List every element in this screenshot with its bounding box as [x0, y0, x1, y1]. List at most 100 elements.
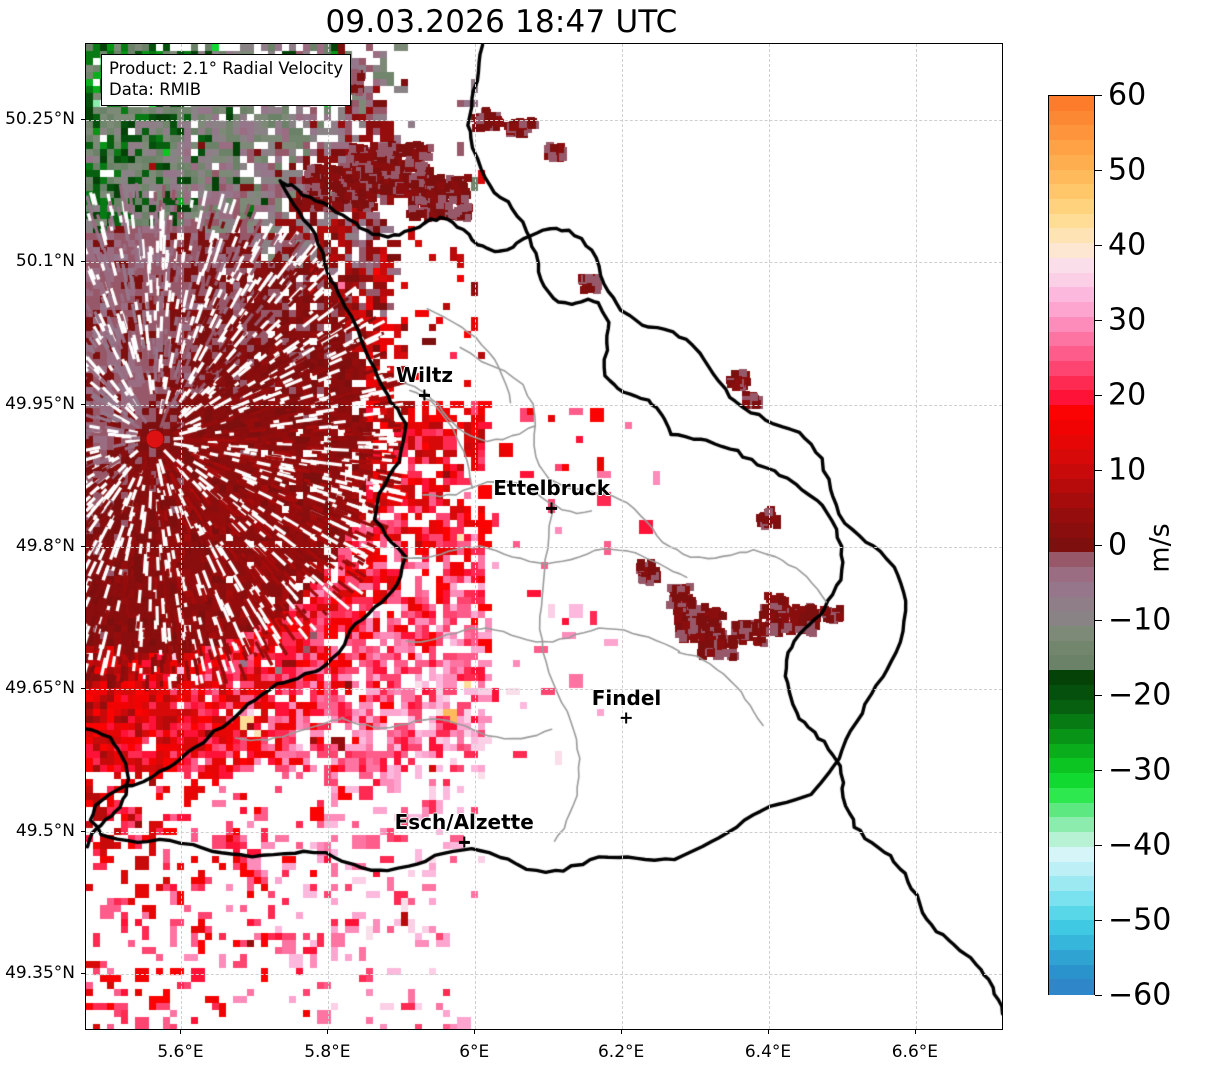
colorbar-tick-mark — [1095, 395, 1102, 396]
city-marker-icon — [395, 835, 534, 849]
colorbar-segment — [1049, 508, 1094, 524]
colorbar-segment — [1049, 832, 1094, 848]
gridline-vertical — [181, 44, 183, 1029]
gridline-horizontal — [86, 119, 1002, 121]
y-tick-label: 50.25°N — [5, 108, 75, 129]
colorbar-segment — [1049, 846, 1094, 863]
colorbar-segment — [1049, 154, 1094, 171]
plot-clip: Wiltz Ettelbruck Findel Esch/Alzette Produc… — [86, 44, 1002, 1029]
colorbar-segment — [1049, 979, 1094, 996]
colorbar-tick-label: 10 — [1108, 452, 1147, 488]
x-tick-mark — [180, 1030, 182, 1034]
colorbar-tick-label: 0 — [1108, 527, 1128, 563]
x-tick-mark — [327, 1030, 329, 1034]
gridline-horizontal — [86, 689, 1002, 691]
city-label-wiltz: Wiltz — [396, 363, 453, 402]
colorbar-tick-label: −40 — [1108, 827, 1172, 863]
y-tick-label: 50.1°N — [15, 251, 75, 272]
colorbar-segment — [1049, 316, 1094, 333]
colorbar-tick-label: −30 — [1108, 752, 1172, 788]
x-tick-label: 6.4°E — [744, 1042, 792, 1062]
colorbar-segment — [1049, 522, 1094, 539]
radar-site-marker[interactable] — [145, 429, 165, 449]
colorbar-segment — [1049, 375, 1094, 392]
gridline-horizontal — [86, 974, 1002, 976]
gridline-vertical — [475, 44, 477, 1029]
colorbar-segment — [1049, 243, 1094, 259]
colorbar-segment — [1049, 184, 1094, 201]
colorbar-segment — [1049, 714, 1094, 731]
colorbar-segment — [1049, 331, 1094, 348]
colorbar-segment — [1049, 272, 1094, 289]
colorbar-segment — [1049, 405, 1094, 421]
colorbar-tick-mark — [1095, 995, 1102, 996]
colorbar-segment — [1049, 964, 1094, 981]
colorbar-tick-mark — [1095, 620, 1102, 621]
colorbar-segment — [1049, 228, 1094, 245]
y-tick-mark — [81, 973, 85, 975]
colorbar-segment — [1049, 611, 1094, 628]
colorbar-segment — [1049, 625, 1094, 642]
city-marker-icon — [396, 388, 453, 402]
colorbar-segment — [1049, 640, 1094, 657]
colorbar-segment — [1049, 802, 1094, 819]
colorbar-tick-mark — [1095, 320, 1102, 321]
colorbar-tick-mark — [1095, 95, 1102, 96]
colorbar-tick-mark — [1095, 470, 1102, 471]
gridline-horizontal — [86, 546, 1002, 548]
colorbar-tick-mark — [1095, 845, 1102, 846]
colorbar-segment — [1049, 861, 1094, 878]
colorbar-segment — [1049, 419, 1094, 436]
x-tick-label: 6.6°E — [891, 1042, 938, 1062]
gridline-vertical — [915, 44, 917, 1029]
y-tick-mark — [81, 403, 85, 405]
y-tick-mark — [81, 830, 85, 832]
colorbar-segment — [1049, 464, 1094, 480]
colorbar-segment — [1049, 302, 1094, 318]
colorbar-tick-label: 50 — [1108, 152, 1147, 188]
city-label-findel: Findel — [592, 686, 662, 725]
city-label-ettelbruck: Ettelbruck — [493, 476, 610, 515]
colorbar-segment — [1049, 110, 1094, 127]
colorbar-segment — [1049, 552, 1094, 569]
colorbar-tick-mark — [1095, 695, 1102, 696]
colorbar-segment — [1049, 699, 1094, 716]
colorbar-segment — [1049, 537, 1094, 554]
colorbar-segment — [1049, 670, 1094, 686]
colorbar-tick-label: −60 — [1108, 977, 1172, 1013]
map-plot-area[interactable]: Wiltz Ettelbruck Findel Esch/Alzette Produc… — [85, 43, 1003, 1030]
gridline-horizontal — [86, 831, 1002, 833]
colorbar-tick-label: −20 — [1108, 677, 1172, 713]
colorbar-tick-mark — [1095, 545, 1102, 546]
y-tick-mark — [81, 688, 85, 690]
gridline-vertical — [328, 44, 330, 1029]
info-data-line: Data: RMIB — [109, 80, 202, 100]
x-tick-mark — [621, 1030, 623, 1034]
colorbar-segment — [1049, 478, 1094, 495]
x-tick-label: 6°E — [459, 1042, 490, 1062]
colorbar-tick-mark — [1095, 245, 1102, 246]
colorbar-segment — [1049, 257, 1094, 274]
colorbar-segment — [1049, 920, 1094, 937]
colorbar-tick-label: −10 — [1108, 602, 1172, 638]
colorbar[interactable] — [1048, 95, 1095, 996]
colorbar-tick-mark — [1095, 920, 1102, 921]
city-name: Esch/Alzette — [394, 810, 534, 835]
colorbar-segment — [1049, 817, 1094, 834]
city-marker-icon — [493, 501, 610, 515]
colorbar-segment — [1049, 729, 1094, 745]
colorbar-segment — [1049, 434, 1094, 451]
colorbar-unit-label: m/s — [1144, 523, 1176, 573]
colorbar-segment — [1049, 684, 1094, 701]
colorbar-segment — [1049, 360, 1094, 377]
x-tick-label: 5.8°E — [304, 1042, 351, 1062]
colorbar-segment — [1049, 213, 1094, 230]
x-tick-label: 6.2°E — [597, 1042, 645, 1062]
colorbar-tick-label: 40 — [1108, 227, 1147, 263]
gridline-horizontal — [86, 262, 1002, 264]
colorbar-segment — [1049, 390, 1094, 407]
y-tick-mark — [81, 118, 85, 120]
colorbar-segment — [1049, 773, 1094, 789]
colorbar-segment — [1049, 140, 1094, 156]
